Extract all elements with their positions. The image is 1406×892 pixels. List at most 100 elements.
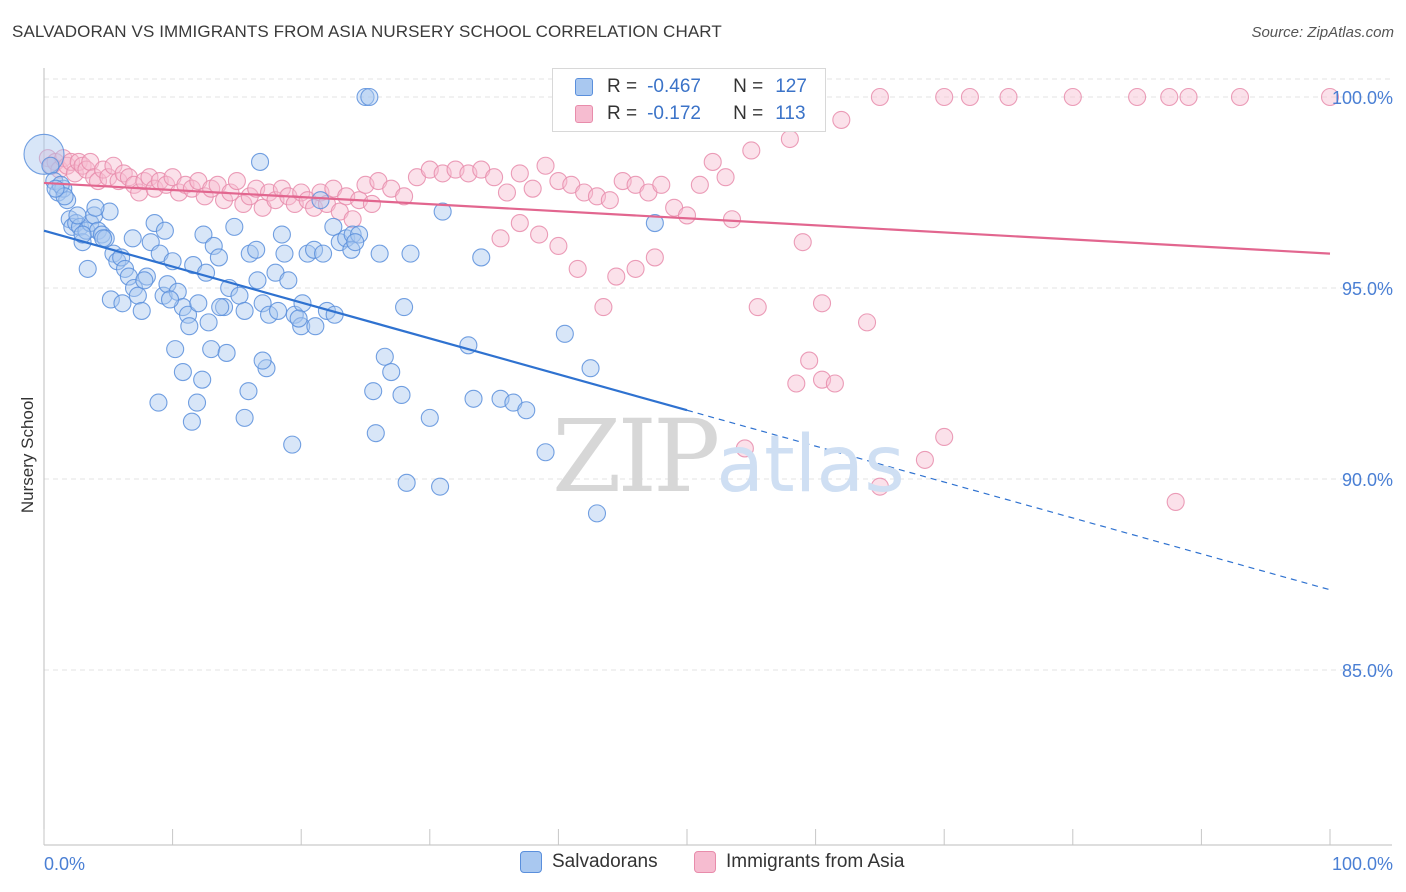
salvadorans-point — [135, 271, 154, 290]
immigrants-from-asia-point — [870, 87, 889, 107]
immigrants-from-asia-point — [677, 206, 697, 225]
immigrants-from-asia-point — [645, 248, 664, 267]
salvadorans-point — [311, 191, 330, 210]
salvadorans-point — [149, 393, 168, 412]
immigrants-from-asia-point — [793, 233, 812, 252]
salvadorans-point — [123, 229, 142, 248]
salvadorans-point — [272, 225, 291, 244]
immigrants-from-asia-point — [568, 259, 587, 278]
salvadorans-point — [187, 393, 207, 412]
immigrants-from-asia-point — [800, 351, 819, 370]
salvadorans-point — [86, 198, 105, 217]
immigrants-from-asia-point — [510, 214, 529, 233]
salvadorans-point — [158, 275, 177, 294]
salvadorans-point — [581, 359, 600, 378]
immigrants-from-asia-point — [870, 477, 889, 496]
salvadorans-point — [382, 362, 401, 382]
salvadorans-point — [279, 271, 298, 290]
immigrants-from-asia-point — [395, 187, 414, 206]
salvadorans-point — [517, 401, 536, 420]
salvadorans-point — [235, 301, 254, 320]
salvadorans-point — [128, 286, 147, 305]
salvadorans-point — [392, 385, 411, 405]
legend-swatch-pink — [575, 105, 593, 123]
salvadorans-point — [269, 301, 288, 320]
salvadorans-point — [324, 217, 343, 236]
salvadorans-point — [166, 340, 185, 359]
salvadorans-point — [401, 244, 420, 263]
immigrants-from-asia-point — [703, 152, 722, 171]
immigrants-from-asia-point — [742, 141, 761, 160]
salvadorans-point — [178, 305, 198, 324]
stats-legend: R = -0.467 N = 127 R = -0.172 N = 113 — [552, 68, 826, 132]
immigrants-from-asia-point — [1179, 87, 1198, 107]
immigrants-from-asia-trend — [43, 181, 1331, 255]
immigrants-from-asia-point — [65, 164, 84, 183]
salvadorans-point — [314, 244, 333, 263]
salvadorans-point — [194, 225, 213, 244]
salvadorans-point — [217, 343, 236, 362]
immigrants-from-asia-point — [690, 175, 709, 194]
legend-swatch-salvadorans — [520, 851, 542, 873]
salvadorans-point — [346, 233, 365, 252]
salvadorans-point — [306, 317, 325, 336]
immigrants-from-asia-point — [491, 229, 510, 248]
salvadorans-point — [41, 156, 60, 175]
salvadorans-point — [259, 305, 279, 324]
salvadorans-point — [199, 313, 218, 332]
salvadorans-point — [375, 347, 394, 366]
y-tick-label: 95.0% — [1342, 279, 1393, 299]
immigrants-from-asia-point — [240, 187, 259, 206]
salvadorans-point — [289, 309, 308, 328]
immigrants-from-asia-point — [272, 179, 291, 198]
immigrants-from-asia-point — [362, 194, 381, 214]
legend-n-value: 113 — [775, 103, 806, 124]
salvadorans-point — [366, 424, 385, 443]
salvadorans-point — [78, 259, 97, 278]
legend-r-value: -0.172 — [647, 103, 701, 124]
salvadorans-point — [101, 290, 120, 309]
legend-row-immigrants-from-asia: R = -0.172 N = 113 — [575, 102, 806, 126]
salvadorans-point — [356, 87, 375, 107]
immigrants-from-asia-point — [716, 168, 735, 187]
salvadorans-point — [94, 229, 113, 248]
salvadorans-point — [119, 267, 138, 286]
salvadorans-point — [431, 477, 450, 496]
salvadorans-trend-dashed — [686, 409, 1331, 591]
immigrants-from-asia-point — [780, 129, 799, 149]
immigrants-from-asia-point — [497, 183, 517, 202]
salvadorans-point — [209, 248, 228, 267]
immigrants-from-asia-point — [1128, 87, 1147, 107]
x-tick-label-end: 100.0% — [1332, 854, 1393, 874]
immigrants-from-asia-point — [832, 110, 851, 129]
immigrants-from-asia-point — [485, 168, 504, 187]
salvadorans-point — [370, 244, 389, 263]
salvadorans-point — [364, 382, 383, 401]
legend-item-salvadorans[interactable]: Salvadorans — [520, 851, 658, 873]
axes — [43, 68, 1392, 846]
watermark-atlas: atlas — [716, 420, 905, 510]
legend-r-label: R = — [607, 103, 638, 124]
salvadorans-point — [420, 408, 439, 427]
salvadorans-point — [180, 317, 199, 336]
salvadorans-point — [182, 412, 201, 431]
y-tick-label: 90.0% — [1342, 470, 1393, 490]
immigrants-from-asia-point — [140, 168, 159, 187]
immigrants-from-asia-point — [999, 87, 1018, 107]
watermark-zip: ZIP — [552, 398, 720, 515]
salvadorans-point — [100, 202, 119, 221]
immigrants-from-asia-point — [812, 294, 832, 313]
immigrants-from-asia-point — [722, 210, 742, 229]
legend-row-salvadorans: R = -0.467 N = 127 — [575, 75, 807, 99]
salvadorans-point — [155, 221, 174, 240]
immigrants-from-asia-point — [343, 210, 362, 229]
y-tick-label: 100.0% — [1332, 88, 1393, 108]
legend-swatch-blue — [575, 78, 593, 96]
immigrants-from-asia-point — [523, 179, 542, 198]
legend-item-immigrants-from-asia[interactable]: Immigrants from Asia — [694, 851, 904, 873]
source-label: Source: ZipAtlas.com — [1251, 24, 1394, 41]
legend-label-immigrants-from-asia: Immigrants from Asia — [726, 851, 905, 872]
salvadorans-point — [248, 271, 267, 290]
salvadorans-point — [173, 362, 192, 382]
